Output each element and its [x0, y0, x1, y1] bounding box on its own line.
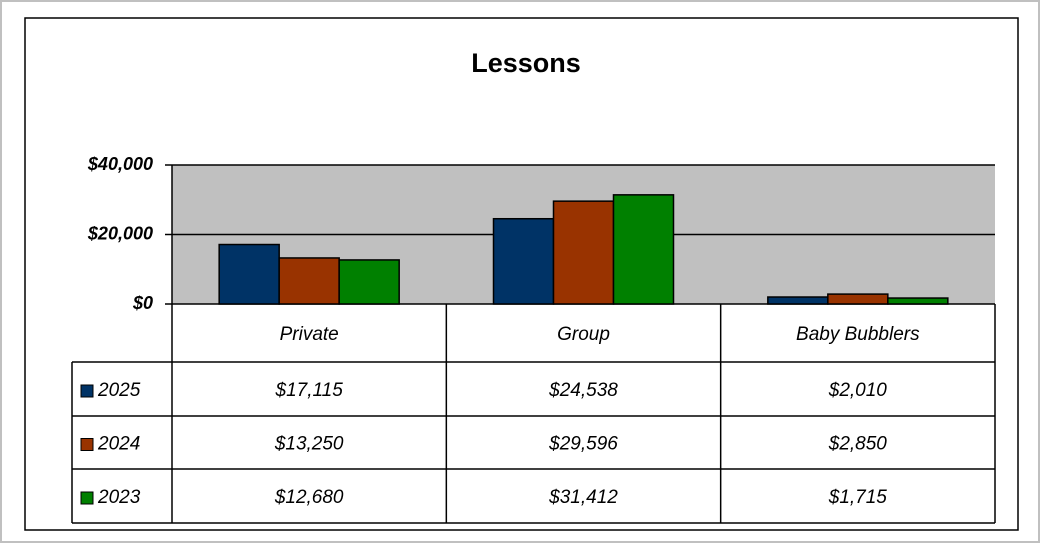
bar — [552, 200, 615, 305]
data-label: $31,412 — [548, 487, 618, 508]
x-tick-label: Private — [280, 324, 339, 345]
bar — [338, 259, 400, 305]
data-label: $2,010 — [828, 380, 888, 401]
x-tick-label: Baby Bubblers — [796, 324, 920, 345]
data-label: $24,538 — [548, 380, 618, 401]
bar — [492, 217, 555, 305]
bar — [218, 243, 280, 305]
data-label: $17,115 — [275, 380, 344, 401]
data-label: $29,596 — [548, 434, 618, 455]
data-label: $13,250 — [274, 434, 344, 455]
bar — [278, 257, 340, 305]
legend-key — [80, 438, 94, 451]
bar — [887, 297, 949, 305]
legend-label: 2023 — [97, 487, 141, 508]
bar — [767, 296, 829, 305]
data-label: $2,850 — [828, 434, 888, 455]
chart-title: Lessons — [471, 48, 581, 78]
bar — [612, 194, 675, 305]
y-tick-label: $40,000 — [87, 154, 153, 174]
legend-key — [80, 491, 94, 505]
x-tick-label: Group — [557, 324, 610, 345]
data-label: $12,680 — [274, 487, 344, 508]
legend-key — [80, 384, 94, 398]
y-tick-label: $0 — [132, 293, 153, 313]
legend-label: 2024 — [97, 434, 140, 455]
y-tick-label: $20,000 — [87, 223, 153, 243]
legend-label: 2025 — [97, 380, 141, 401]
bar — [827, 293, 889, 305]
data-label: $1,715 — [828, 487, 888, 508]
